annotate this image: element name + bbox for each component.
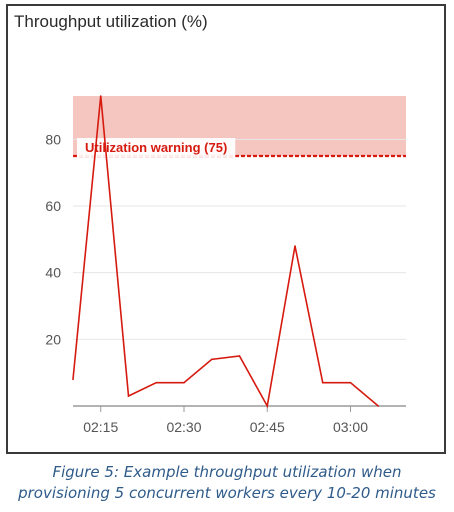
data-point-0-11 <box>377 405 380 407</box>
y-tick-label-80: 80 <box>45 131 61 147</box>
data-point-0-4 <box>183 381 185 384</box>
chart-title: Throughput utilization (%) <box>14 12 208 31</box>
line-chart: 20 40 60 80 02:15 02:30 02:45 03:00 Utilization … <box>45 95 406 435</box>
threshold-label-bg <box>77 138 236 157</box>
data-point-0-6 <box>238 355 241 357</box>
threshold-label: Utilization warning (75) <box>85 140 227 155</box>
data-point-0-3 <box>155 381 158 384</box>
data-point-0-2 <box>127 395 130 397</box>
data-point-0-9 <box>321 381 324 384</box>
x-tick-label-2: 02:45 <box>250 419 285 435</box>
x-tick-label-0: 02:15 <box>83 419 118 435</box>
data-point-0-0 <box>72 378 74 381</box>
figure-caption: Figure 5: Example throughput utilization… <box>0 462 454 504</box>
data-point-0-1 <box>99 95 102 97</box>
series-line-0 <box>72 95 379 409</box>
x-tick-label-1: 02:30 <box>166 419 201 435</box>
data-point-0-8 <box>294 245 296 247</box>
chart-frame <box>6 4 446 454</box>
caption-line-1: Figure 5: Example throughput utilization… <box>52 463 402 481</box>
y-tick-label-20: 20 <box>45 331 61 347</box>
caption-line-2: provisioning 5 concurrent workers every … <box>18 484 436 502</box>
data-point-0-10 <box>349 381 352 384</box>
data-point-0-7 <box>266 405 269 407</box>
data-point-0-5 <box>210 358 213 361</box>
y-tick-label-60: 60 <box>45 198 61 214</box>
y-tick-label-40: 40 <box>45 265 61 281</box>
x-tick-label-3: 03:00 <box>333 419 368 435</box>
